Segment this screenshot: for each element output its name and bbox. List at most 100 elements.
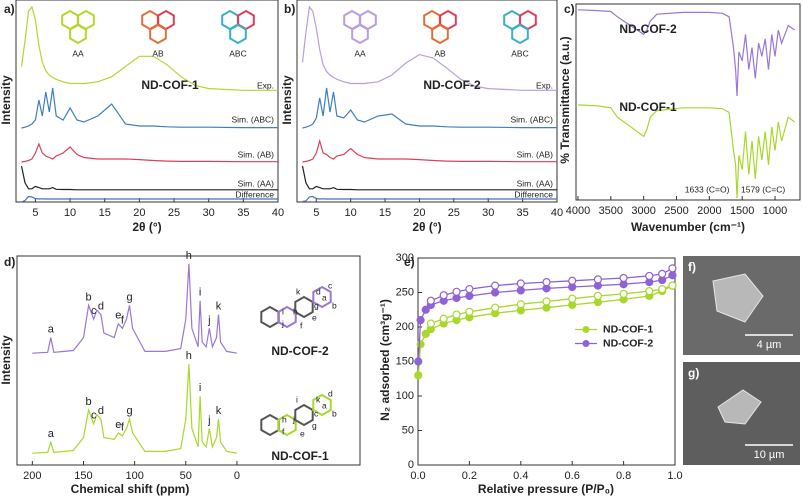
annotation: 1579 (C=C) — [741, 184, 785, 194]
x-tick-label: 30 — [482, 207, 494, 219]
peak-label: d — [98, 301, 104, 313]
data-point — [465, 307, 474, 316]
x-tick-label: 10 — [64, 207, 76, 219]
data-point — [439, 314, 448, 323]
inset-label: ABC — [511, 48, 528, 58]
plot-frame — [575, 3, 801, 201]
series-label: Sim. (AB) — [238, 149, 275, 159]
series-label: Sim. (ABC) — [232, 114, 275, 124]
x-tick-label: 0.8 — [616, 470, 631, 482]
data-point — [668, 271, 677, 280]
panel-label: d) — [4, 255, 15, 269]
peak-label: g — [126, 405, 132, 417]
x-tick-label: 150 — [74, 470, 92, 482]
plot-frame — [296, 0, 558, 203]
panel-label: e) — [404, 255, 415, 269]
x-tick-label: 0.6 — [565, 470, 580, 482]
structure-label: j — [292, 414, 295, 424]
structure-label: a — [322, 400, 327, 410]
series-label: Sim. (AA) — [517, 178, 554, 188]
y-tick-label: 0 — [408, 459, 414, 471]
structure-label: k — [296, 286, 301, 296]
data-point — [426, 296, 435, 305]
peak-label: b — [86, 291, 92, 303]
x-tick-label: 1.0 — [667, 470, 682, 482]
trace — [32, 363, 238, 454]
data-point — [426, 319, 435, 328]
x-tick-label: 40 — [551, 207, 563, 219]
inset-label: AB — [434, 48, 446, 58]
x-tick-label: 30 — [203, 207, 215, 219]
panel-label: a) — [4, 2, 15, 16]
peak-label: h — [186, 250, 192, 262]
y-tick-label: 50 — [402, 424, 414, 436]
data-point — [439, 291, 448, 300]
peak-label: i — [199, 287, 201, 299]
data-point — [452, 310, 461, 319]
structure-label: a — [322, 292, 327, 302]
series-label: ND-COF-1 — [619, 100, 677, 114]
series-label: Sim. (AA) — [238, 178, 275, 188]
structure-label: g — [314, 300, 319, 310]
trace — [21, 142, 278, 163]
peak-label: c — [91, 305, 97, 317]
peak-label: f — [121, 422, 125, 434]
data-point — [414, 371, 423, 380]
series-label: Difference — [235, 189, 274, 199]
data-point — [645, 271, 654, 281]
trace — [301, 165, 557, 191]
structure-label: h — [293, 306, 298, 316]
trace — [32, 263, 238, 354]
y-tick-label: 250 — [396, 286, 414, 298]
x-axis-label: Chemical shift (ppm) — [71, 482, 190, 496]
data-point — [516, 300, 525, 309]
panel-label: b) — [284, 2, 295, 16]
structure-label: c — [314, 408, 319, 418]
data-point — [568, 276, 577, 285]
data-point — [658, 284, 667, 294]
x-tick-label: 0.2 — [462, 470, 477, 482]
peak-label: d — [98, 405, 104, 417]
x-tick-label: 1000 — [763, 205, 787, 217]
data-point — [516, 279, 525, 288]
peak-label: j — [207, 314, 210, 326]
y-axis-label: Intensity — [0, 75, 13, 125]
data-point — [516, 286, 525, 295]
x-tick-label: 1500 — [730, 205, 754, 217]
sample-label: ND-COF-2 — [423, 78, 481, 92]
sample-label: ND-COF-1 — [141, 78, 199, 92]
legend-marker — [582, 340, 590, 347]
series-label: Exp. — [257, 80, 274, 90]
trace — [302, 138, 557, 163]
plot-frame — [16, 255, 361, 466]
x-tick-label: 100 — [125, 470, 143, 482]
x-axis-label: 2θ (°) — [132, 220, 161, 234]
x-tick-label: 5 — [313, 207, 319, 219]
image-label: f) — [688, 260, 696, 274]
scale-bar-label: 4 µm — [757, 339, 782, 351]
trace — [20, 165, 278, 191]
inset-label: AB — [152, 48, 164, 58]
data-point — [542, 278, 551, 287]
inset-art — [511, 23, 529, 45]
x-tick-label: 35 — [237, 207, 249, 219]
x-tick-label: 25 — [168, 207, 180, 219]
peak-label: i — [199, 382, 201, 394]
data-point — [619, 273, 628, 283]
structure-label: b — [332, 408, 337, 418]
data-point — [593, 291, 603, 301]
data-point — [668, 281, 677, 290]
inset-label: AA — [354, 48, 366, 58]
data-point — [452, 287, 461, 296]
x-tick-label: 200 — [23, 470, 41, 482]
data-point — [491, 288, 500, 297]
peak-label: g — [126, 291, 132, 303]
inset-label: AA — [72, 48, 84, 58]
y-axis-label: Intensity — [0, 335, 13, 385]
x-tick-label: 3500 — [599, 205, 623, 217]
x-tick-label: 25 — [448, 207, 460, 219]
x-tick-label: 10 — [345, 207, 357, 219]
y-tick-label: 150 — [396, 355, 414, 367]
x-tick-label: 50 — [180, 470, 192, 482]
y-tick-label: 100 — [396, 390, 414, 402]
